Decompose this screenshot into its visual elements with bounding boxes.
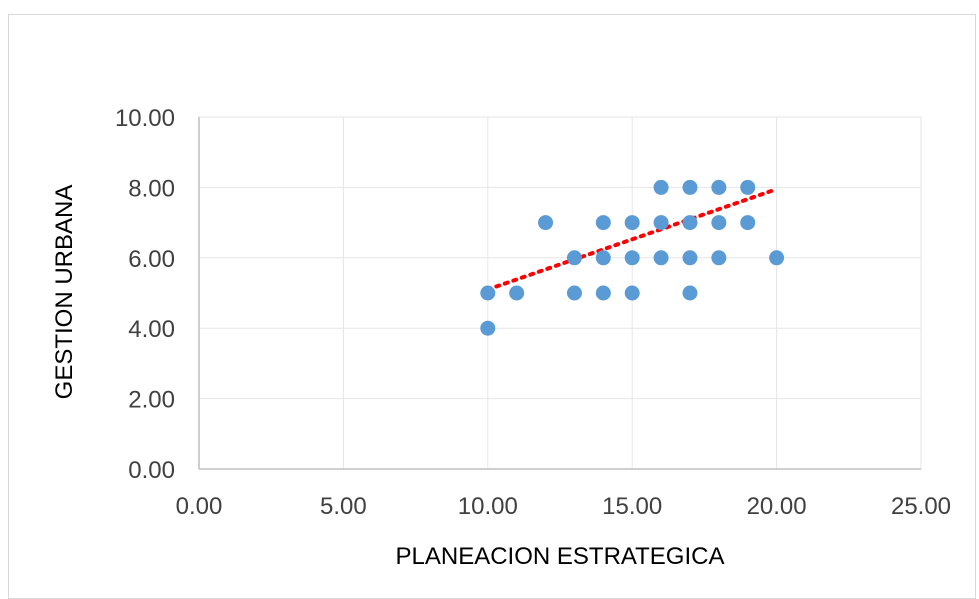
x-tick-label: 0.00 — [176, 493, 223, 520]
data-point — [624, 250, 640, 266]
data-point — [682, 285, 698, 301]
chart-frame — [8, 14, 976, 599]
gridlines — [199, 116, 922, 469]
data-point — [566, 285, 582, 301]
data-point — [509, 285, 525, 301]
data-point — [711, 215, 727, 231]
data-point — [595, 250, 611, 266]
y-tick-label: 8.00 — [128, 175, 175, 202]
data-point — [595, 215, 611, 231]
x-tick-label: 5.00 — [320, 493, 367, 520]
data-point — [711, 179, 727, 195]
data-point — [480, 320, 496, 336]
data-point — [769, 250, 785, 266]
data-point — [682, 250, 698, 266]
data-point — [682, 215, 698, 231]
x-tick-label: 15.00 — [602, 493, 662, 520]
data-points — [480, 179, 785, 336]
data-point — [624, 285, 640, 301]
data-point — [566, 250, 582, 266]
y-tick-label: 4.00 — [128, 316, 175, 343]
data-point — [740, 179, 756, 195]
tick-labels: 0.00 5.00 10.00 15.00 20.00 25.00 0.00 2.00 4.00… — [115, 105, 951, 520]
y-tick-label: 6.00 — [128, 246, 175, 273]
data-point — [682, 179, 698, 195]
x-tick-label: 10.00 — [458, 493, 518, 520]
data-point — [711, 250, 727, 266]
data-point — [538, 215, 554, 231]
trendline-layer — [485, 187, 779, 292]
data-point — [653, 215, 669, 231]
data-point — [653, 250, 669, 266]
axes — [198, 117, 921, 470]
data-point — [595, 285, 611, 301]
trendline — [485, 187, 779, 292]
data-point — [624, 215, 640, 231]
data-point — [480, 285, 496, 301]
y-axis-title: GESTION URBANA — [51, 185, 78, 400]
y-tick-label: 0.00 — [128, 457, 175, 484]
x-tick-label: 25.00 — [891, 493, 951, 520]
x-tick-label: 20.00 — [747, 493, 807, 520]
data-point — [740, 215, 756, 231]
x-axis-title: PLANEACION ESTRATEGICA — [396, 543, 725, 570]
y-tick-label: 10.00 — [115, 105, 175, 132]
y-tick-label: 2.00 — [128, 387, 175, 414]
data-point — [653, 179, 669, 195]
